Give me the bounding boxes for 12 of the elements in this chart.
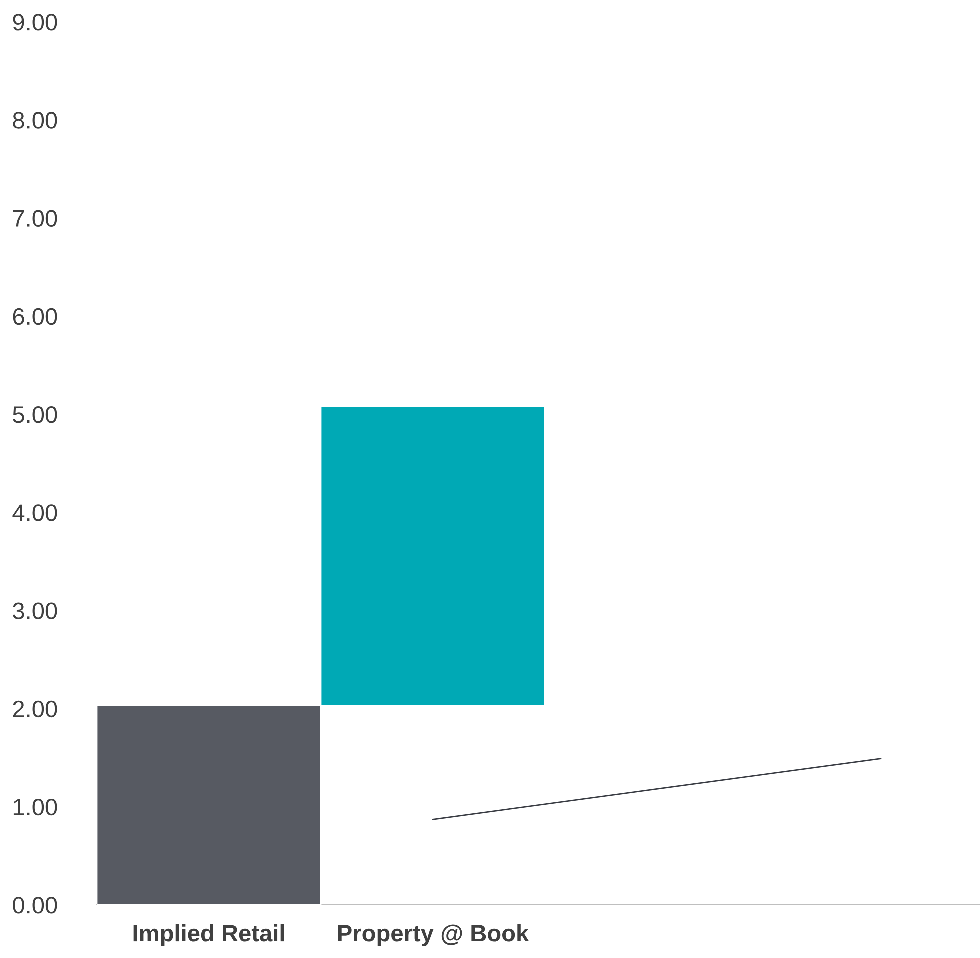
y-tick-label: 6.00 (13, 308, 58, 326)
y-tick-label: 3.00 (13, 602, 58, 620)
y-tick-label: 4.00 (12, 504, 58, 522)
y-tick-label: 8.00 (13, 112, 58, 129)
y-tick-label: 1.00 (14, 798, 58, 816)
x-tick-label: Implied Retail (134, 924, 284, 946)
y-tick-label: 0.00 (13, 897, 58, 914)
y-tick-label: 7.00 (13, 210, 58, 228)
y-tick-label: 2.00 (13, 700, 58, 718)
y-tick-label: 5.00 (13, 406, 58, 424)
x-tick-label: Property @ Book (338, 924, 530, 946)
y-tick-label: 9.00 (13, 14, 58, 31)
